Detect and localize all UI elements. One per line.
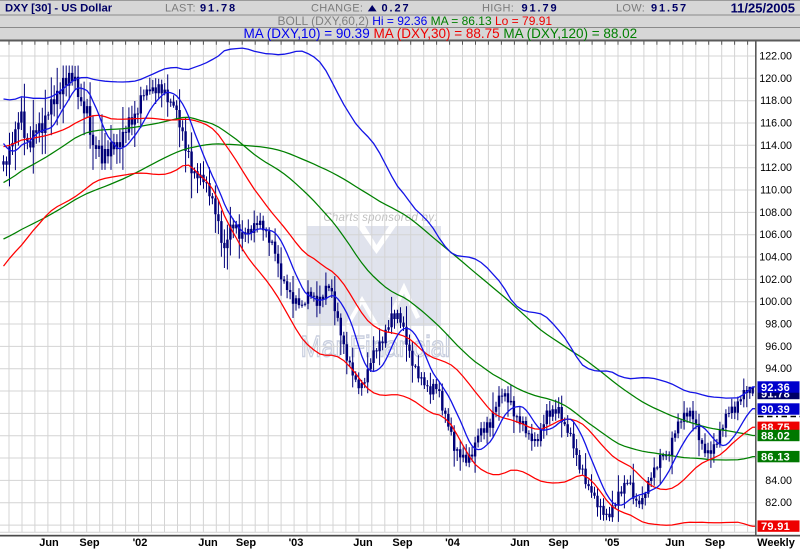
svg-text:Jun: Jun xyxy=(510,537,530,549)
svg-text:91.57: 91.57 xyxy=(651,3,688,15)
svg-text:CHANGE:: CHANGE: xyxy=(311,3,363,15)
svg-text:91.79: 91.79 xyxy=(522,3,559,15)
svg-text:122.00: 122.00 xyxy=(759,51,792,63)
svg-text:Jun: Jun xyxy=(353,537,373,549)
svg-text:Charts sponsored by:: Charts sponsored by: xyxy=(323,212,437,224)
svg-text:'05: '05 xyxy=(605,537,620,549)
svg-text:118.00: 118.00 xyxy=(760,95,792,107)
svg-text:102.00: 102.00 xyxy=(759,274,792,286)
svg-text:11/25/2005: 11/25/2005 xyxy=(731,1,795,16)
svg-text:108.00: 108.00 xyxy=(759,207,792,219)
svg-text:96.00: 96.00 xyxy=(765,341,792,353)
svg-text:MA (DXY,10) = 90.39 MA (DXY,30: MA (DXY,10) = 90.39 MA (DXY,30) = 88.75 … xyxy=(244,26,638,41)
svg-text:HIGH:: HIGH: xyxy=(482,3,514,15)
svg-text:Jun: Jun xyxy=(39,537,59,549)
svg-text:Sep: Sep xyxy=(79,537,99,549)
svg-text:104.00: 104.00 xyxy=(759,252,792,264)
svg-text:Sep: Sep xyxy=(392,537,412,549)
svg-text:112.00: 112.00 xyxy=(760,162,792,174)
svg-text:88.02: 88.02 xyxy=(761,430,790,442)
svg-text:'03: '03 xyxy=(289,537,304,549)
svg-text:98.00: 98.00 xyxy=(765,319,792,331)
svg-text:82.00: 82.00 xyxy=(765,497,792,509)
svg-text:79.91: 79.91 xyxy=(761,521,790,533)
svg-text:91.78: 91.78 xyxy=(200,3,237,15)
svg-text:86.13: 86.13 xyxy=(761,452,790,464)
svg-text:DXY [30] - US Dollar: DXY [30] - US Dollar xyxy=(5,3,113,15)
svg-text:Jun: Jun xyxy=(198,537,218,549)
svg-text:92.36: 92.36 xyxy=(761,382,790,394)
svg-text:'02: '02 xyxy=(133,537,148,549)
svg-text:Weekly: Weekly xyxy=(757,537,796,549)
svg-text:Sep: Sep xyxy=(548,537,568,549)
svg-text:LOW:: LOW: xyxy=(616,3,645,15)
svg-text:0.27: 0.27 xyxy=(382,3,411,15)
svg-text:90.39: 90.39 xyxy=(761,404,790,416)
svg-text:Jun: Jun xyxy=(665,537,685,549)
svg-text:110.00: 110.00 xyxy=(760,185,792,197)
svg-text:120.00: 120.00 xyxy=(759,73,792,85)
svg-text:Sep: Sep xyxy=(236,537,256,549)
svg-text:106.00: 106.00 xyxy=(759,229,792,241)
svg-text:94.00: 94.00 xyxy=(765,363,792,375)
svg-text:84.00: 84.00 xyxy=(765,475,792,487)
svg-text:100.00: 100.00 xyxy=(759,296,792,308)
svg-text:BOLL (DXY,60,2) Hi = 92.36 MA: BOLL (DXY,60,2) Hi = 92.36 MA = 86.13 Lo… xyxy=(278,14,553,28)
svg-text:114.00: 114.00 xyxy=(760,140,792,152)
svg-text:'04: '04 xyxy=(445,537,461,549)
svg-text:LAST:: LAST: xyxy=(165,3,196,15)
svg-text:116.00: 116.00 xyxy=(760,118,792,130)
svg-text:Sep: Sep xyxy=(705,537,725,549)
